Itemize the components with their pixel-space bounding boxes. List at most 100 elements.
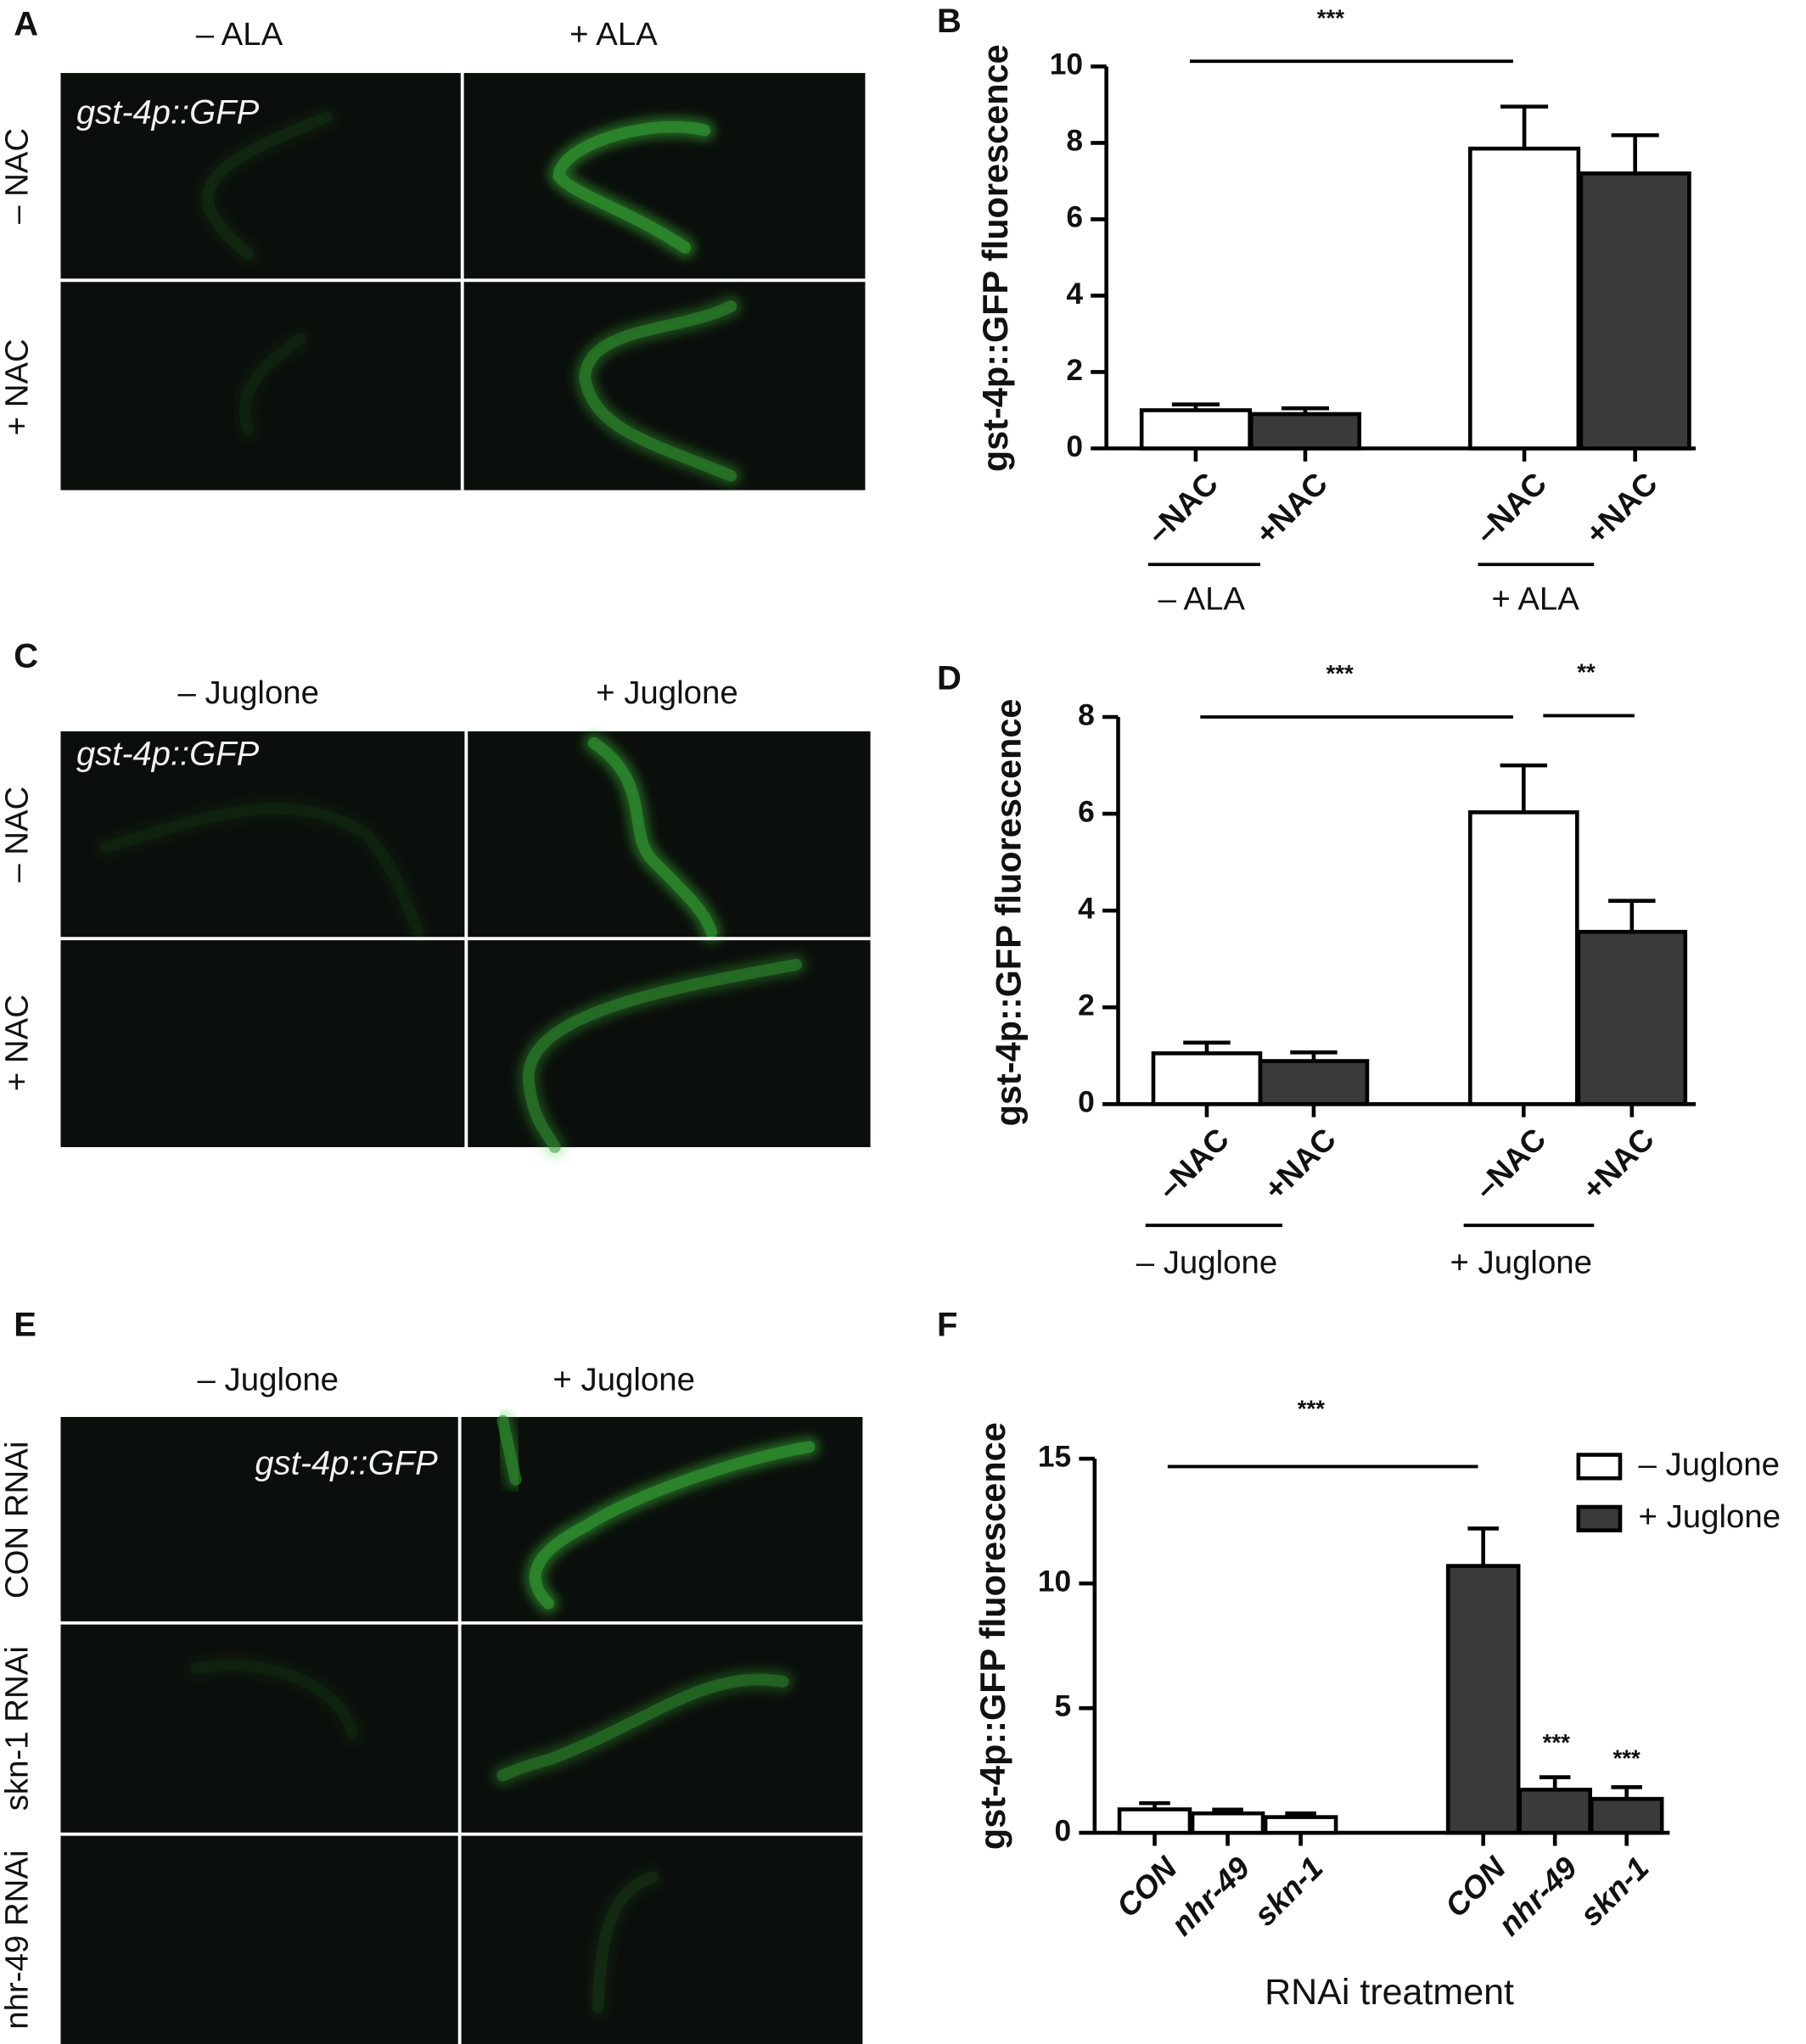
row-label: + NAC: [0, 339, 35, 435]
column-header: – ALA: [196, 16, 283, 53]
bar: [1248, 412, 1362, 451]
significance: **: [1577, 659, 1596, 686]
worm: [529, 1441, 816, 1610]
x-tick-label: skn-1: [1248, 1851, 1330, 1933]
worm: [552, 120, 711, 254]
row-label: CON RNAi: [0, 1442, 35, 1599]
panel-label: A: [14, 5, 38, 42]
x-tick-label: +NAC: [1575, 1122, 1661, 1207]
y-tick-label: 6: [1078, 795, 1095, 828]
x-tick-label: –NAC: [1151, 1122, 1236, 1207]
x-tick-label: nhr-49: [1492, 1850, 1584, 1942]
worm: [592, 1871, 659, 2013]
group-label: + Juglone: [1450, 1244, 1592, 1280]
x-tick-label: nhr-49: [1164, 1850, 1257, 1942]
worm-glow: [587, 1867, 664, 2019]
worm: [190, 1659, 359, 1740]
significance: ***: [1543, 1729, 1571, 1756]
y-tick-label: 10: [1038, 1565, 1071, 1598]
significance: ***: [1298, 1396, 1326, 1422]
column-header: – Juglone: [178, 675, 320, 711]
y-axis-label: gst-4p::GFP fluorescence: [988, 699, 1028, 1127]
y-axis-label: gst-4p::GFP fluorescence: [973, 1422, 1012, 1850]
y-tick-label: 0: [1066, 430, 1083, 463]
bar: [1468, 146, 1581, 451]
x-tick-label: +NAC: [1248, 466, 1334, 552]
significance: ***: [1326, 660, 1354, 686]
y-tick-label: 15: [1038, 1441, 1071, 1474]
bar: [1589, 1796, 1664, 1835]
reporter-label: gst-4p::GFP: [76, 736, 260, 773]
group-label: + ALA: [1491, 580, 1579, 617]
column-header: + ALA: [569, 16, 658, 53]
significance: ***: [1613, 1744, 1641, 1771]
y-tick-label: 0: [1078, 1086, 1095, 1119]
row-label: – NAC: [0, 787, 35, 882]
worm-glow: [234, 328, 311, 441]
row-label: – NAC: [0, 128, 35, 224]
legend-swatch: [1576, 1504, 1623, 1532]
y-tick-label: 8: [1066, 125, 1083, 158]
worm-glow: [186, 1655, 363, 1744]
worm: [579, 300, 738, 482]
worm: [238, 333, 307, 436]
row-label: + NAC: [0, 994, 35, 1091]
legend-label: – Juglone: [1639, 1447, 1781, 1483]
bar: [1445, 1564, 1521, 1835]
x-tick-label: +NAC: [1257, 1122, 1343, 1207]
y-tick-label: 4: [1078, 892, 1095, 925]
y-tick-label: 2: [1066, 354, 1083, 387]
x-tick-label: –NAC: [1140, 466, 1225, 551]
x-axis-label: RNAi treatment: [1265, 1972, 1514, 2013]
bar: [1151, 1051, 1263, 1106]
bar: [1190, 1811, 1265, 1835]
y-tick-label: 4: [1066, 277, 1083, 311]
y-tick-label: 5: [1055, 1689, 1072, 1722]
row-label: nhr-49 RNAi: [0, 1850, 35, 2029]
bar: [1139, 408, 1252, 451]
panel-label: C: [14, 637, 38, 675]
column-header: + Juglone: [596, 675, 738, 711]
worm-glow: [492, 1669, 794, 1786]
bar: [1263, 1815, 1338, 1835]
legend-label: + Juglone: [1639, 1498, 1781, 1535]
significance: ***: [1317, 4, 1345, 31]
panel-label: E: [14, 1307, 36, 1344]
panel-label: B: [937, 3, 962, 40]
x-tick-label: –NAC: [1467, 1122, 1552, 1207]
reporter-label: gst-4p::GFP: [76, 94, 260, 132]
worm-glow: [94, 798, 429, 943]
x-tick-label: –NAC: [1468, 466, 1553, 551]
worm: [523, 958, 802, 1153]
worm: [496, 1414, 522, 1486]
column-header: – Juglone: [198, 1362, 339, 1398]
reporter-label: gst-4p::GFP: [255, 1444, 438, 1481]
worm: [496, 1673, 789, 1782]
y-tick-label: 2: [1078, 989, 1095, 1022]
bar: [1117, 1807, 1192, 1835]
group-label: – Juglone: [1136, 1244, 1278, 1280]
x-tick-label: skn-1: [1573, 1851, 1656, 1933]
bar: [1517, 1787, 1592, 1835]
bar: [1258, 1059, 1370, 1106]
x-tick-label: +NAC: [1579, 466, 1664, 552]
bar: [1468, 810, 1579, 1106]
worm: [98, 803, 424, 938]
y-axis-label: gst-4p::GFP fluorescence: [975, 44, 1015, 472]
worm: [201, 111, 333, 260]
y-tick-label: 0: [1055, 1814, 1072, 1847]
bar: [1579, 171, 1691, 451]
group-label: – ALA: [1158, 580, 1246, 617]
y-tick-label: 6: [1066, 201, 1083, 234]
panel-label: D: [937, 660, 962, 697]
bar: [1576, 929, 1688, 1106]
y-tick-label: 8: [1078, 698, 1095, 731]
column-header: + Juglone: [552, 1362, 695, 1398]
y-tick-label: 10: [1050, 48, 1083, 81]
worm: [587, 736, 718, 938]
micrograph: [60, 1417, 863, 2044]
worm-glow: [197, 106, 338, 265]
legend-swatch: [1576, 1453, 1623, 1481]
panel-label: F: [937, 1307, 957, 1344]
